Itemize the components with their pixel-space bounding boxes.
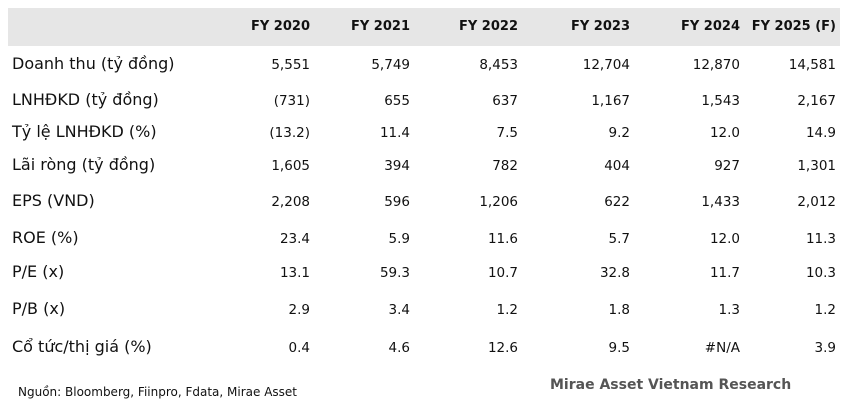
brand-label: Mirae Asset Vietnam Research (550, 377, 792, 393)
cell: 394 (384, 158, 410, 174)
cell: 3.9 (814, 340, 836, 356)
column-header: FY 2021 (350, 19, 410, 34)
cell: 404 (604, 158, 630, 174)
cell: 7.5 (496, 125, 518, 141)
cell: 1,543 (701, 93, 740, 109)
column-header: FY 2022 (458, 19, 518, 34)
row-label: Lãi ròng (tỷ đồng) (12, 155, 156, 174)
cell: 927 (714, 158, 740, 174)
cell: 13.1 (279, 265, 310, 281)
cell: 1.8 (608, 302, 630, 318)
cell: 59.3 (379, 265, 410, 281)
cell: 1,167 (591, 93, 630, 109)
cell: 5.9 (388, 231, 410, 247)
header-background (8, 8, 840, 46)
cell: 637 (492, 93, 518, 109)
cell: 5,749 (371, 57, 410, 73)
cell: 8,453 (479, 57, 518, 73)
cell: 14,581 (788, 57, 836, 73)
cell: 12.0 (709, 231, 740, 247)
row-label: Cổ tức/thị giá (%) (12, 337, 152, 356)
cell: 4.6 (388, 340, 410, 356)
cell: (731) (273, 93, 310, 109)
cell: 3.4 (388, 302, 410, 318)
cell: 11.6 (487, 231, 518, 247)
cell: 1.2 (496, 302, 518, 318)
cell: 9.5 (608, 340, 630, 356)
cell: 1.2 (814, 302, 836, 318)
cell: 23.4 (279, 231, 310, 247)
cell: 1,433 (701, 194, 740, 210)
column-header: FY 2020 (250, 19, 310, 34)
row-label: EPS (VND) (12, 191, 95, 210)
cell: 12.6 (487, 340, 518, 356)
cell: #N/A (704, 340, 740, 356)
cell: 1.3 (718, 302, 740, 318)
cell: 12.0 (709, 125, 740, 141)
cell: 2.9 (288, 302, 310, 318)
cell: 0.4 (288, 340, 310, 356)
cell: 622 (604, 194, 630, 210)
cell: 11.7 (709, 265, 740, 281)
source-note: Nguồn: Bloomberg, Fiinpro, Fdata, Mirae … (18, 385, 298, 399)
cell: 655 (384, 93, 410, 109)
cell: 11.4 (379, 125, 410, 141)
column-header: FY 2023 (570, 19, 630, 34)
cell: 10.3 (805, 265, 836, 281)
cell: 2,208 (271, 194, 310, 210)
cell: 782 (492, 158, 518, 174)
row-label: P/B (x) (12, 299, 66, 318)
cell: 11.3 (805, 231, 836, 247)
row-label: Doanh thu (tỷ đồng) (12, 54, 175, 73)
cell: 2,167 (797, 93, 836, 109)
cell: 32.8 (599, 265, 630, 281)
cell: 1,206 (479, 194, 518, 210)
cell: 1,605 (271, 158, 310, 174)
cell: (13.2) (269, 125, 310, 141)
column-header: FY 2025 (F) (751, 19, 836, 34)
cell: 12,870 (692, 57, 740, 73)
cell: 2,012 (797, 194, 836, 210)
row-label: ROE (%) (12, 228, 79, 247)
cell: 14.9 (805, 125, 836, 141)
column-header: FY 2024 (680, 19, 740, 34)
row-label: LNHĐKD (tỷ đồng) (12, 90, 159, 109)
cell: 5.7 (608, 231, 630, 247)
cell: 9.2 (608, 125, 630, 141)
row-label: Tỷ lệ LNHĐKD (%) (12, 122, 157, 141)
cell: 596 (384, 194, 410, 210)
cell: 1,301 (797, 158, 836, 174)
cell: 12,704 (582, 57, 630, 73)
cell: 5,551 (271, 57, 310, 73)
cell: 10.7 (487, 265, 518, 281)
row-label: P/E (x) (12, 262, 65, 281)
